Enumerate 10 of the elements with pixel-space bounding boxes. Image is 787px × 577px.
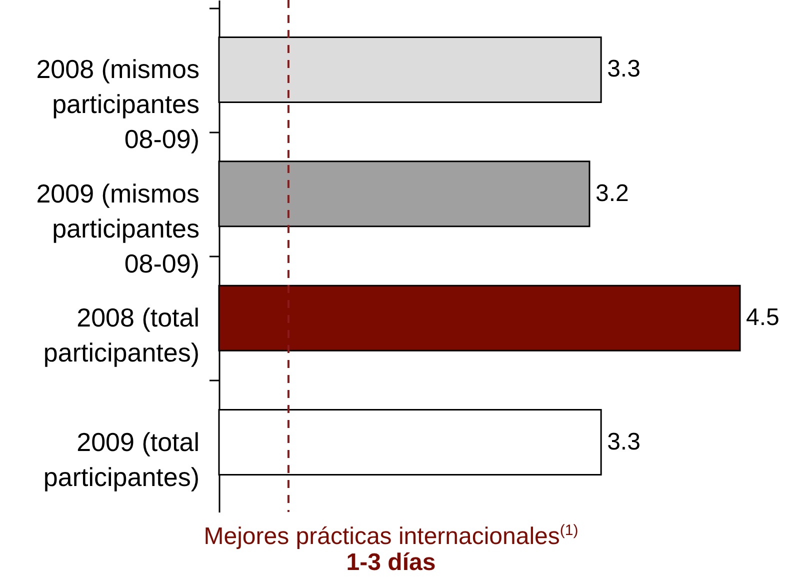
data-label: 4.5: [746, 304, 780, 332]
y-tick-label: 2009 (total participantes): [43, 426, 200, 492]
ref-line-label: Mejores prácticas internacionales$^{(1)}$: [202, 522, 580, 550]
data-label: 3.3: [607, 56, 640, 83]
y-tick-label: 2009 (mismos participantes 08-09): [36, 178, 200, 278]
data-label: 3.3: [607, 428, 640, 456]
data-label: 3.2: [595, 180, 629, 207]
y-tick-label: 2008 (total participantes): [43, 302, 200, 368]
text: 1-3 días: [345, 549, 437, 576]
y-tick-label: 2008 (mismos participantes 08-09): [36, 54, 200, 154]
